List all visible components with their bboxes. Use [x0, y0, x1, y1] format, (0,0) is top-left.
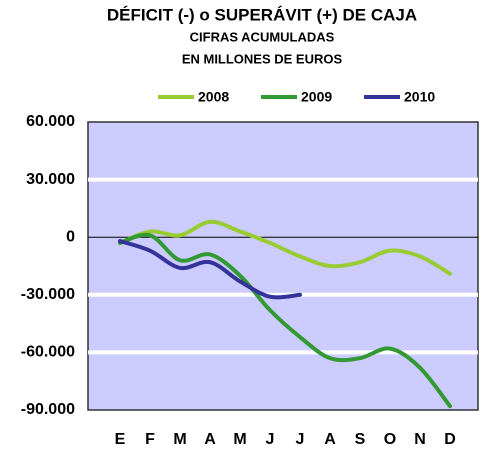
x-tick-label: D: [444, 431, 456, 448]
line: [118, 232, 452, 409]
x-tick-label: N: [414, 431, 426, 448]
legend-label: 2009: [301, 89, 332, 105]
y-tick-label: -30.000: [21, 286, 75, 303]
chart-title: DÉFICIT (-) o SUPERÁVIT (+) DE CAJA: [107, 5, 417, 24]
x-tick-label: J: [296, 431, 305, 448]
line: [118, 219, 452, 276]
legend-label: 2008: [198, 89, 229, 105]
x-tick-label: J: [266, 431, 275, 448]
y-tick-label: 60.000: [26, 113, 75, 130]
legend-label: 2010: [404, 89, 435, 105]
x-tick-label: A: [324, 431, 336, 448]
line: [118, 239, 302, 300]
x-tick-label: S: [355, 431, 366, 448]
x-tick-label: E: [115, 431, 126, 448]
x-tick-label: M: [173, 431, 186, 448]
chart-subtitle: CIFRAS ACUMULADAS: [190, 29, 335, 44]
x-tick-label: O: [384, 431, 396, 448]
y-tick-label: 30.000: [26, 171, 75, 188]
y-tick-label: 0: [66, 228, 75, 245]
y-tick-label: -60.000: [21, 344, 75, 361]
chart-subtitle: EN MILLONES DE EUROS: [182, 51, 343, 66]
x-tick-label: A: [204, 431, 216, 448]
y-tick-label: -90.000: [21, 401, 75, 418]
x-tick-label: F: [145, 431, 155, 448]
x-tick-label: M: [233, 431, 246, 448]
